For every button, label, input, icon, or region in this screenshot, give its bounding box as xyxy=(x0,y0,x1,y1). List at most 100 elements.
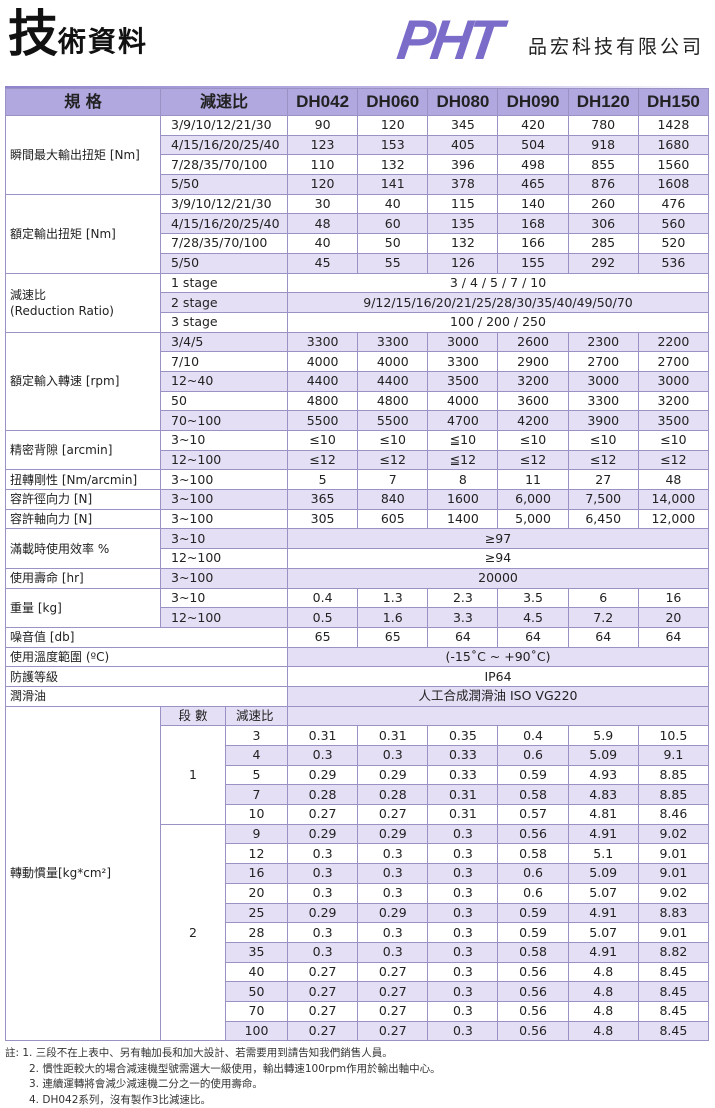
value-cell: 5.09 xyxy=(567,863,639,884)
merged-value-cell: ≥94 xyxy=(287,548,709,569)
value-cell: 8.85 xyxy=(637,784,710,806)
value-cell: ≤10 xyxy=(287,430,359,451)
value-cell: 1.6 xyxy=(357,607,429,628)
value-cell: 5500 xyxy=(357,410,429,431)
value-cell: 0.59 xyxy=(497,764,569,786)
spec-label: 額定輸入轉速 [rpm] xyxy=(5,331,161,432)
table-row: 使用溫度範圍 (ºC) (-15˚C ~ +90˚C) xyxy=(4,646,709,668)
table-row: 2 9 0.29 0.29 0.3 0.56 4.91 9.02 xyxy=(6,823,710,1042)
ratio-cell: 3~100 xyxy=(159,508,289,530)
value-cell: 0.3 xyxy=(287,922,359,943)
value-cell: 0.3 xyxy=(427,863,499,884)
value-cell: 0.58 xyxy=(497,941,569,963)
ratio-cell: 3 stage xyxy=(159,311,289,333)
value-cell: 3200 xyxy=(637,390,710,412)
value-cell: ≤10 xyxy=(637,430,710,451)
value-cell: 3900 xyxy=(567,410,639,431)
value-cell: 4800 xyxy=(357,390,429,412)
value-cell: 8.45 xyxy=(637,981,710,1002)
value-cell: 345 xyxy=(427,115,499,136)
table-row: 1 3 0.31 0.31 0.35 0.4 5.9 10.5 xyxy=(6,725,710,825)
header-model: DH090 xyxy=(497,88,569,116)
value-cell: 5.07 xyxy=(567,882,639,904)
ratio-cell: 3~10 xyxy=(159,528,289,550)
value-cell: 115 xyxy=(427,193,499,215)
ratio-cell: 3~100 xyxy=(159,489,289,510)
value-cell: 8.83 xyxy=(637,902,710,924)
value-cell: 0.33 xyxy=(427,764,499,786)
value-cell: 4.81 xyxy=(567,804,639,825)
table-header-row: 規 格 減速比 DH042 DH060 DH080 DH090 DH120 DH… xyxy=(5,88,710,116)
content: 規 格 減速比 DH042 DH060 DH080 DH090 DH120 DH… xyxy=(4,88,710,1108)
value-cell: 7 xyxy=(357,469,429,491)
value-cell: 166 xyxy=(497,233,569,254)
value-cell: 3300 xyxy=(287,331,359,353)
table-row: 100 0.27 0.27 0.3 0.56 4.8 8.45 xyxy=(6,1020,710,1042)
value-cell: 3000 xyxy=(567,370,639,392)
spec-label: 使用溫度範圍 (ºC) xyxy=(4,646,289,668)
value-cell: 0.29 xyxy=(357,823,429,845)
header-model: DH120 xyxy=(567,88,639,116)
value-cell: ≦10 xyxy=(427,430,499,451)
table-row: 瞬間最大輸出扭矩 [Nm] 3/9/10/12/21/30 90 120 345 420 7… xyxy=(5,115,710,195)
ratio-cell: 3~100 xyxy=(159,469,289,491)
value-cell: 0.4 xyxy=(497,725,569,746)
value-cell: 0.3 xyxy=(427,823,499,845)
value-cell: 48 xyxy=(287,213,359,235)
value-cell: 405 xyxy=(427,134,499,156)
value-cell: 0.31 xyxy=(357,725,429,746)
value-cell: 5.9 xyxy=(567,725,639,746)
value-cell: 4.8 xyxy=(567,1020,639,1042)
value-cell: 3200 xyxy=(497,370,569,392)
value-cell: 0.56 xyxy=(497,961,569,983)
value-cell: 1680 xyxy=(637,134,710,156)
inertia-header-row: 轉動慣量[kg*cm²] 段 數減速比 xyxy=(5,705,709,1042)
value-cell: ≤12 xyxy=(497,449,569,471)
value-cell: 0.3 xyxy=(287,745,359,766)
value-cell: 8.46 xyxy=(637,804,710,825)
ratio-cell: 35 xyxy=(224,941,289,963)
spec-label: 潤滑油 xyxy=(4,685,289,707)
value-cell: 4400 xyxy=(287,370,359,392)
value-cell: 9.1 xyxy=(637,745,710,766)
value-cell: 2600 xyxy=(497,331,569,353)
value-cell: 0.6 xyxy=(497,882,569,904)
ratio-cell: 3~100 xyxy=(159,567,289,589)
value-cell: 0.56 xyxy=(497,823,569,845)
value-cell: 0.3 xyxy=(427,941,499,963)
ratio-cell: 7 xyxy=(224,784,289,806)
value-cell: 0.3 xyxy=(287,863,359,884)
value-cell: 2300 xyxy=(567,331,639,353)
ratio-header: 減速比 xyxy=(224,705,289,727)
value-cell: 0.58 xyxy=(497,843,569,865)
table-row: 4 0.3 0.3 0.33 0.6 5.09 9.1 xyxy=(6,745,710,766)
merged-value-cell: 100 / 200 / 250 xyxy=(287,311,709,333)
value-cell: 48 xyxy=(637,469,710,491)
value-cell: 476 xyxy=(637,193,710,215)
value-cell: 0.3 xyxy=(427,843,499,865)
table-row: 防護等級 IP64 xyxy=(4,666,709,687)
ratio-cell: 12~40 xyxy=(159,370,289,392)
ratio-cell: 2 stage xyxy=(159,292,289,313)
value-cell: 3500 xyxy=(637,410,710,431)
value-cell: 0.6 xyxy=(497,863,569,884)
value-cell: 6 xyxy=(567,587,639,609)
value-cell: 780 xyxy=(567,115,639,136)
value-cell: 605 xyxy=(357,508,429,530)
value-cell: 0.3 xyxy=(287,843,359,865)
stage-header: 段 數 xyxy=(160,705,226,727)
value-cell: 0.3 xyxy=(357,941,429,963)
value-cell: ≤12 xyxy=(567,449,639,471)
table-row: 4/15/16/20/25/40 48 60 135 168 306 560 xyxy=(6,213,710,235)
ratio-cell: 100 xyxy=(224,1020,289,1042)
spec-label: 滿載時使用效率 % xyxy=(5,528,161,569)
value-cell: 0.56 xyxy=(497,981,569,1002)
value-cell: 65 xyxy=(357,626,429,648)
spec-label: 噪音值 [db] xyxy=(4,626,289,648)
value-cell: 918 xyxy=(567,134,639,156)
value-cell: 0.27 xyxy=(357,981,429,1002)
header-model: DH042 xyxy=(287,88,359,116)
ratio-cell: 7/28/35/70/100 xyxy=(159,233,289,254)
value-cell: 0.58 xyxy=(497,784,569,806)
value-cell: 4400 xyxy=(357,370,429,392)
